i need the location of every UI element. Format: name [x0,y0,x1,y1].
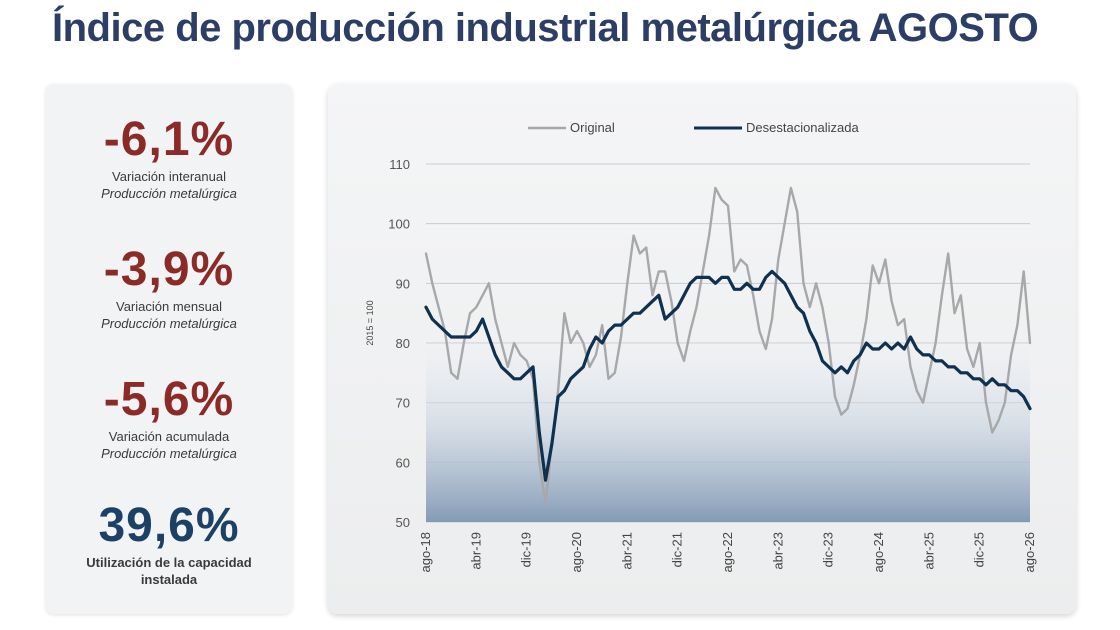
kpi-sublabel: Producción metalúrgica [101,446,237,461]
kpi-label: Utilización de la capacidad [86,555,252,570]
x-tick-label: abr-25 [921,532,936,570]
kpi-interannual: -6,1% Variación interanual Producción me… [46,112,292,202]
x-tick-label: ago-24 [871,532,886,572]
y-tick-label: 100 [388,217,410,232]
y-axis-label: 2015 = 100 [365,300,375,345]
x-tick-label: abr-21 [619,532,634,570]
kpi-label: Variación acumulada [108,429,230,444]
series-line-original [424,186,1032,506]
y-tick-label: 70 [396,396,410,411]
x-tick-label: dic-23 [821,532,836,567]
x-tick-label: abr-23 [770,532,785,570]
y-tick-label: 60 [396,455,410,470]
kpi-value: -5,6% [103,373,235,426]
kpi-sublabel: instalada [140,572,198,587]
x-tick-label: abr-19 [468,532,483,570]
y-tick-label: 50 [396,515,410,530]
series-line-deseasonalized [424,269,1032,482]
x-tick-label: dic-25 [972,532,987,567]
x-tick-label: ago-22 [720,532,735,572]
line-chart: 50 60 70 80 90 100 110 2015 = 100 ago-18 abr-19 di… [365,120,1037,572]
kpi-value: 39,6% [98,499,240,552]
chart-panel: 50 60 70 80 90 100 110 2015 = 100 ago-18 abr-19 di… [328,84,1076,614]
y-tick-label: 90 [396,276,410,291]
kpi-sublabel: Producción metalúrgica [101,316,237,331]
kpi-panel: -6,1% Variación interanual Producción me… [46,84,292,614]
legend-label: Original [570,120,615,135]
kpi-accumulated: -5,6% Variación acumulada Producción met… [46,372,292,462]
x-tick-label: dic-21 [670,532,685,567]
x-tick-label: ago-20 [569,532,584,572]
x-tick-label: dic-19 [519,532,534,567]
kpi-label: Variación interanual [112,169,226,184]
y-tick-label: 80 [396,336,410,351]
shaded-band [426,343,1030,522]
kpi-sublabel: Producción metalúrgica [101,186,237,201]
kpi-value: -3,9% [103,243,235,296]
kpi-label: Variación mensual [116,299,222,314]
x-tick-label: ago-18 [418,532,433,572]
kpi-value: -6,1% [103,113,235,166]
y-tick-label: 110 [389,157,410,172]
page-title: Índice de producción industrial metalúrg… [52,6,1039,50]
legend-label: Desestacionalizada [746,120,860,135]
kpi-monthly: -3,9% Variación mensual Producción metal… [46,242,292,332]
kpi-capacity: 39,6% Utilización de la capacidad instal… [46,498,292,588]
x-tick-label: ago-26 [1022,532,1037,572]
